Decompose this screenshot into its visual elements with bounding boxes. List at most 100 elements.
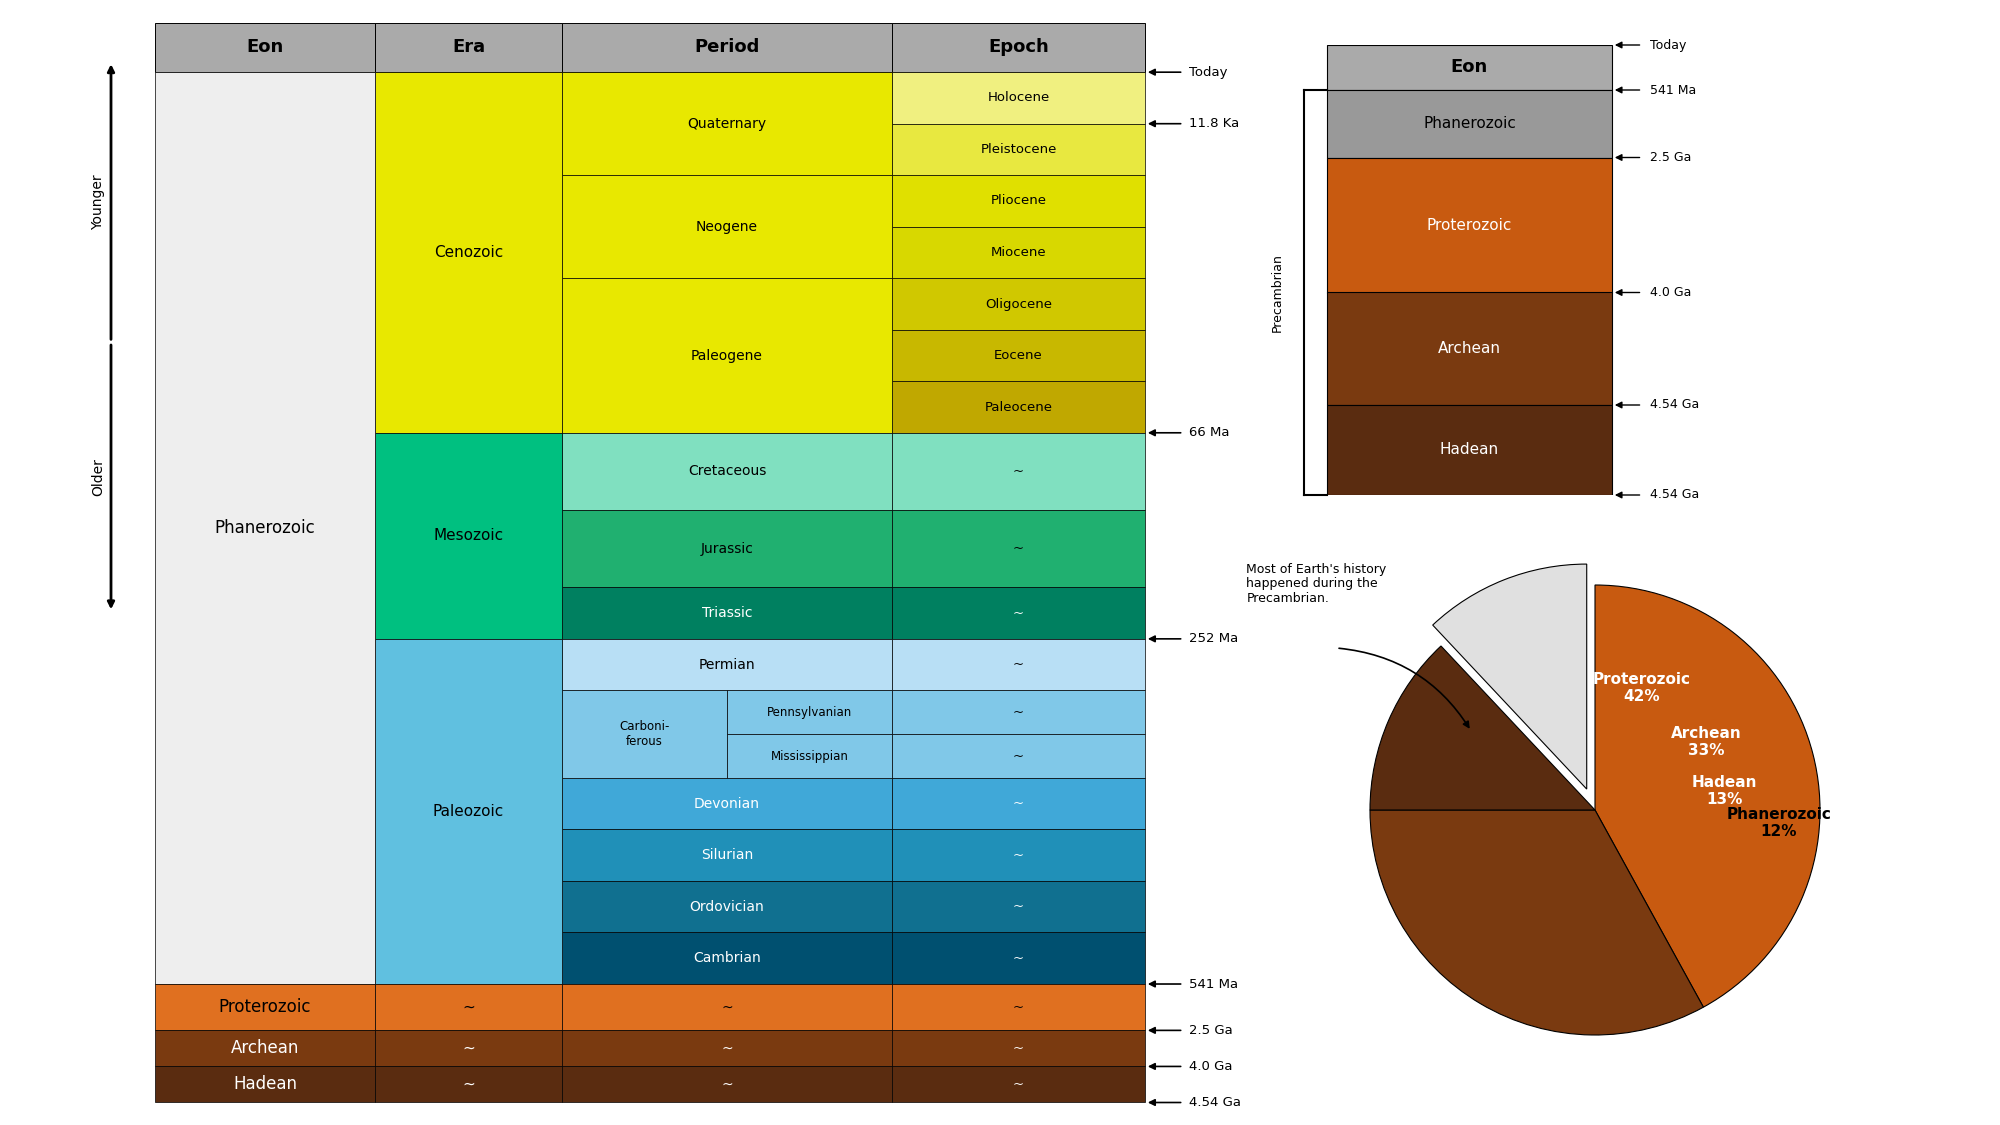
Bar	[376, 72, 562, 433]
Text: Hadean: Hadean	[1440, 442, 1500, 458]
Text: Neogene: Neogene	[696, 219, 758, 234]
Text: 11.8 Ka: 11.8 Ka	[1190, 117, 1240, 130]
Bar	[562, 933, 892, 984]
Text: Triassic: Triassic	[702, 606, 752, 620]
Text: ~: ~	[1012, 1001, 1024, 1014]
Bar	[376, 1066, 562, 1102]
Text: Proterozoic
42%: Proterozoic 42%	[1592, 672, 1690, 704]
Bar	[1328, 292, 1612, 405]
Text: 541 Ma: 541 Ma	[1190, 978, 1238, 990]
Text: Permian: Permian	[698, 658, 756, 672]
Bar	[562, 778, 892, 829]
Bar	[156, 1066, 376, 1102]
Bar	[562, 639, 892, 691]
Bar	[892, 735, 1146, 778]
Bar	[892, 124, 1146, 176]
Text: Hadean: Hadean	[234, 1076, 298, 1094]
Bar	[892, 278, 1146, 330]
Bar	[892, 691, 1146, 735]
Bar	[892, 984, 1146, 1030]
Text: Paleocene: Paleocene	[984, 400, 1052, 414]
Text: Hadean
13%: Hadean 13%	[1692, 774, 1756, 807]
Text: ~: ~	[722, 1000, 732, 1015]
Bar	[376, 22, 562, 72]
Bar	[892, 227, 1146, 278]
Text: ~: ~	[1012, 606, 1024, 620]
Bar	[562, 22, 892, 72]
Text: Silurian: Silurian	[700, 848, 754, 862]
Bar	[892, 881, 1146, 933]
Text: Eon: Eon	[246, 38, 284, 56]
Bar	[562, 510, 892, 587]
Bar	[728, 691, 892, 735]
Text: Younger: Younger	[90, 174, 104, 230]
Bar	[892, 330, 1146, 381]
Text: Phanerozoic
12%: Phanerozoic 12%	[1726, 807, 1832, 839]
Bar	[156, 72, 376, 984]
Bar	[376, 433, 562, 639]
Text: ~: ~	[462, 1077, 474, 1092]
Bar	[892, 433, 1146, 510]
Wedge shape	[1370, 810, 1704, 1035]
Text: ~: ~	[1012, 900, 1024, 914]
Text: 4.54 Ga: 4.54 Ga	[1650, 488, 1700, 502]
Bar	[156, 984, 376, 1030]
Text: Ordovician: Ordovician	[690, 900, 764, 914]
Text: Older: Older	[90, 458, 104, 496]
Text: ~: ~	[462, 1041, 474, 1056]
Text: Eocene: Eocene	[994, 349, 1042, 362]
Text: ~: ~	[722, 1042, 732, 1055]
Text: ~: ~	[1012, 465, 1024, 478]
Text: 2.5 Ga: 2.5 Ga	[1190, 1024, 1232, 1037]
Bar	[562, 72, 892, 176]
Bar	[892, 176, 1146, 227]
Bar	[156, 1030, 376, 1066]
Text: 66 Ma: 66 Ma	[1190, 426, 1230, 439]
Bar	[892, 778, 1146, 829]
Bar	[892, 1066, 1146, 1102]
Bar	[1328, 158, 1612, 292]
Text: Proterozoic: Proterozoic	[218, 998, 312, 1016]
Text: 541 Ma: 541 Ma	[1650, 83, 1696, 97]
Bar	[892, 587, 1146, 639]
Text: Period: Period	[694, 38, 760, 56]
Bar	[892, 72, 1146, 124]
Text: ~: ~	[722, 1078, 732, 1091]
Text: Most of Earth's history
happened during the
Precambrian.: Most of Earth's history happened during …	[1246, 562, 1386, 605]
Text: 252 Ma: 252 Ma	[1190, 632, 1238, 646]
Text: ~: ~	[1012, 1042, 1024, 1055]
Text: Archean: Archean	[1438, 341, 1500, 357]
Text: Today: Today	[1190, 65, 1228, 79]
Text: 4.54 Ga: 4.54 Ga	[1650, 398, 1700, 412]
Bar	[376, 984, 562, 1030]
Bar	[562, 829, 892, 881]
Bar	[376, 1030, 562, 1066]
Text: 2.5 Ga: 2.5 Ga	[1650, 151, 1692, 164]
Bar	[562, 176, 892, 278]
Text: Pennsylvanian: Pennsylvanian	[766, 705, 852, 719]
Bar	[1328, 90, 1612, 158]
Text: Pleistocene: Pleistocene	[980, 143, 1056, 156]
Text: Paleozoic: Paleozoic	[432, 804, 504, 819]
Text: Epoch: Epoch	[988, 38, 1048, 56]
Bar	[376, 639, 562, 984]
Text: Jurassic: Jurassic	[700, 542, 754, 556]
Text: Mississippian: Mississippian	[770, 749, 848, 763]
Bar	[892, 510, 1146, 587]
Bar	[562, 278, 892, 433]
Text: Carboni-
ferous: Carboni- ferous	[620, 720, 670, 748]
Bar	[562, 691, 728, 778]
Text: Phanerozoic: Phanerozoic	[1424, 116, 1516, 132]
Text: ~: ~	[1012, 542, 1024, 556]
Text: ~: ~	[1012, 952, 1024, 965]
Bar	[728, 735, 892, 778]
Bar	[892, 381, 1146, 433]
Text: Cretaceous: Cretaceous	[688, 465, 766, 478]
Bar	[1328, 45, 1612, 90]
Text: Precambrian: Precambrian	[1272, 253, 1284, 332]
Text: ~: ~	[1012, 848, 1024, 862]
Bar	[1328, 405, 1612, 495]
Text: Archean
33%: Archean 33%	[1670, 726, 1742, 758]
Wedge shape	[1370, 646, 1596, 810]
Text: ~: ~	[1012, 705, 1024, 719]
